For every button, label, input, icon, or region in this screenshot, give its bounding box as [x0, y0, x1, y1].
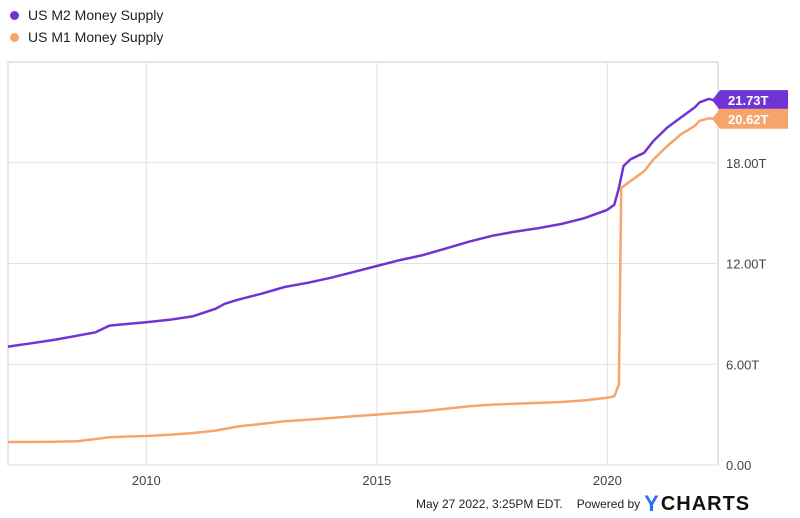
legend-dot-m2	[10, 10, 19, 20]
value-badge-shape	[712, 90, 788, 111]
y-tick-label: 0.00	[726, 458, 751, 473]
series-line-m1[interactable]	[8, 117, 714, 444]
x-tick-label: 2010	[132, 473, 161, 488]
y-axis: 0.00 6.00T 12.00T 18.00T	[726, 156, 767, 473]
y-tick-label: 12.00T	[726, 257, 767, 272]
logo-y: Y	[644, 491, 660, 516]
y-tick-label: 18.00T	[726, 156, 767, 171]
footer: May 27 2022, 3:25PM EDT. Powered by Y CH…	[416, 491, 750, 517]
logo-text: CHARTS	[660, 492, 751, 515]
value-badge-label: 20.62T	[728, 112, 769, 127]
grid	[7, 61, 719, 466]
legend-label-m2: US M2 Money Supply	[28, 7, 164, 23]
value-badge-shape	[712, 108, 788, 129]
y-tick-label: 6.00T	[726, 357, 759, 372]
x-tick-label: 2015	[362, 473, 391, 488]
value-badge-label: 21.73T	[728, 93, 769, 108]
powered-by-label: Powered by	[576, 497, 641, 511]
legend-dot-m1	[10, 32, 19, 42]
x-axis: 2010 2015 2020	[132, 473, 622, 488]
x-tick-label: 2020	[593, 473, 622, 488]
ycharts-logo[interactable]: Y CHARTS	[644, 491, 750, 517]
value-badge-m2: 21.73T	[712, 90, 788, 111]
legend-item-m1[interactable]: US M1 Money Supply	[10, 26, 163, 48]
value-badge-m1: 20.62T	[712, 108, 788, 129]
legend-label-m1: US M1 Money Supply	[28, 29, 164, 45]
value-badges: 21.73T 20.62T	[712, 90, 788, 129]
series-line-m2[interactable]	[7, 97, 714, 348]
series-group	[7, 97, 714, 444]
legend: US M2 Money Supply US M1 Money Supply	[10, 4, 163, 48]
timestamp: May 27 2022, 3:25PM EDT.	[416, 497, 563, 511]
legend-item-m2[interactable]: US M2 Money Supply	[10, 4, 163, 26]
